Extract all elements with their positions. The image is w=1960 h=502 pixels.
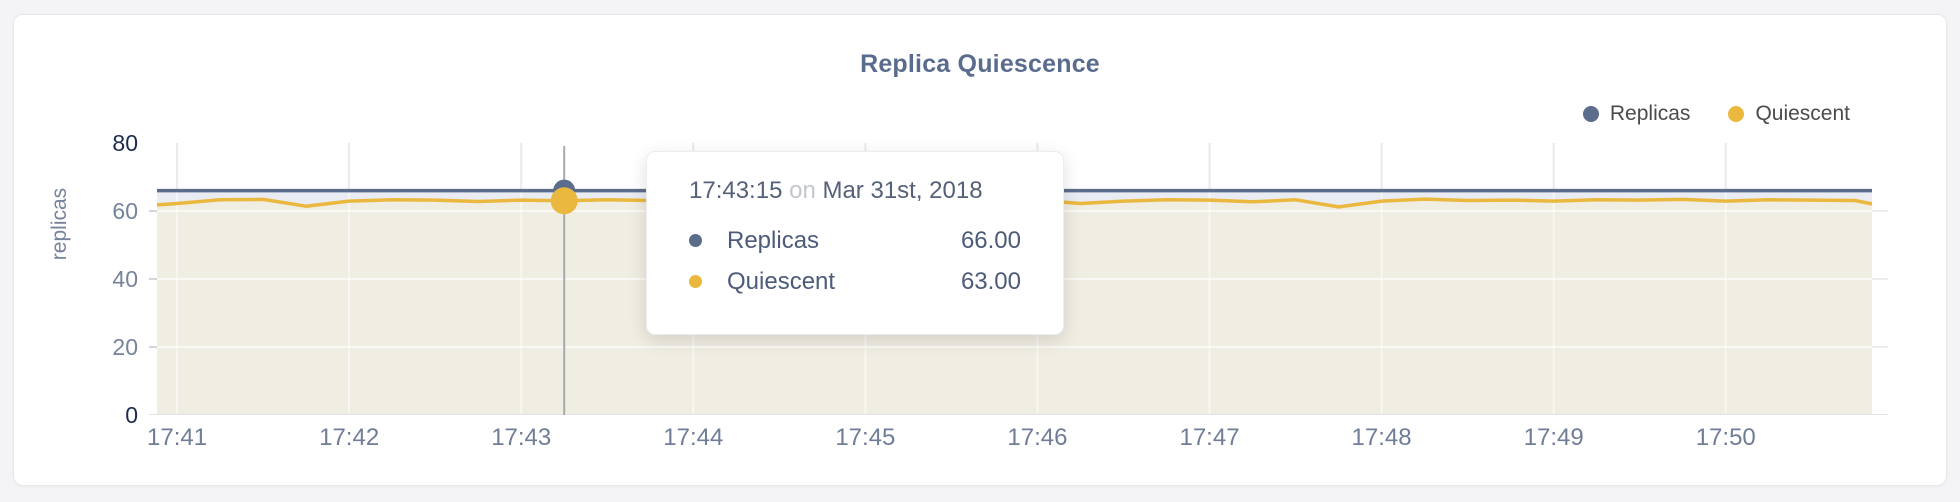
x-tick-label: 17:46 <box>1007 424 1068 451</box>
x-tick-label: 17:50 <box>1695 424 1756 451</box>
x-tick-label: 17:41 <box>147 424 208 451</box>
chart-tooltip: 17:43:15 on Mar 31st, 2018 Replicas 66.00… <box>646 151 1064 335</box>
legend-item-quiescent[interactable]: Quiescent <box>1728 102 1850 126</box>
tooltip-series-label: Replicas <box>727 226 820 254</box>
y-tick-label: 0 <box>125 402 138 428</box>
tooltip-row-replicas: Replicas 66.00 <box>689 220 1021 261</box>
x-tick-label: 17:48 <box>1351 424 1412 451</box>
tooltip-row-quiescent: Quiescent 63.00 <box>689 261 1021 302</box>
tooltip-series-label: Quiescent <box>727 267 836 295</box>
legend-dot-icon <box>1728 106 1745 122</box>
tooltip-rows: Replicas 66.00 Quiescent 63.00 <box>689 220 1021 302</box>
y-tick-label: 40 <box>112 266 138 292</box>
x-tick-label: 17:44 <box>663 424 724 451</box>
tooltip-title: 17:43:15 on Mar 31st, 2018 <box>689 177 1021 205</box>
x-tick-label: 17:45 <box>835 424 896 451</box>
x-tick-label: 17:49 <box>1523 424 1584 451</box>
tooltip-series-value: 66.00 <box>960 226 1021 254</box>
x-tick-label: 17:43 <box>491 424 552 451</box>
x-tick-label: 17:42 <box>319 424 380 451</box>
quiescent-highlight-dot <box>550 187 578 215</box>
legend-label: Replicas <box>1609 102 1691 125</box>
legend-label: Quiescent <box>1755 102 1850 125</box>
tooltip-date: Mar 31st, 2018 <box>822 177 983 204</box>
chart-legend: Replicas Quiescent <box>1582 102 1850 126</box>
y-tick-label: 20 <box>112 334 138 360</box>
tooltip-connector: on <box>789 177 816 204</box>
tooltip-time: 17:43:15 <box>689 177 783 204</box>
x-tick-label: 17:47 <box>1179 424 1240 451</box>
tooltip-series-dot-icon <box>689 275 702 288</box>
y-tick-label: 80 <box>112 130 138 156</box>
tooltip-series-dot-icon <box>689 234 702 247</box>
y-tick-label: 60 <box>112 198 138 224</box>
tooltip-series-value: 63.00 <box>960 267 1021 295</box>
legend-item-replicas[interactable]: Replicas <box>1582 102 1691 126</box>
chart-title: Replica Quiescence <box>860 50 1100 78</box>
legend-dot-icon <box>1582 106 1599 122</box>
